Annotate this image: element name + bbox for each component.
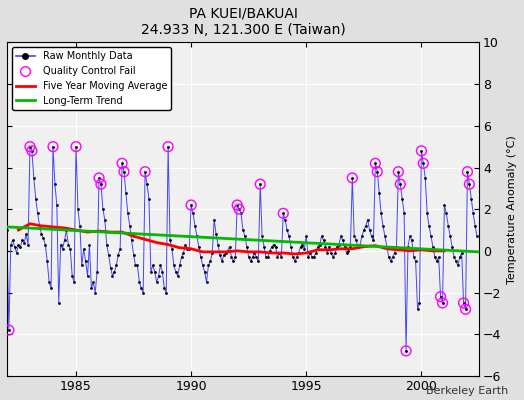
Point [436,294,445,300]
Title: PA KUEI/BAKUAI
24.933 N, 121.300 E (Taiwan): PA KUEI/BAKUAI 24.933 N, 121.300 E (Taiw… [140,7,345,37]
Point [348,175,356,181]
Point [118,160,126,166]
Point [463,168,472,175]
Point [373,168,381,175]
Point [438,300,446,306]
Point [461,306,470,312]
Point [141,168,149,175]
Point [402,348,410,354]
Point [187,202,195,208]
Text: Berkeley Earth: Berkeley Earth [426,386,508,396]
Point [394,168,402,175]
Point [95,175,103,181]
Point [417,148,425,154]
Point [164,144,172,150]
Point [256,181,265,187]
Point [279,210,288,216]
Point [371,160,379,166]
Point [465,181,474,187]
Point [28,148,36,154]
Point [419,160,428,166]
Legend: Raw Monthly Data, Quality Control Fail, Five Year Moving Average, Long-Term Tren: Raw Monthly Data, Quality Control Fail, … [12,47,171,110]
Point [396,181,405,187]
Point [5,327,13,333]
Point [235,206,243,212]
Point [49,144,57,150]
Point [97,181,105,187]
Point [72,144,80,150]
Point [120,168,128,175]
Point [233,202,242,208]
Point [26,144,34,150]
Point [460,300,468,306]
Y-axis label: Temperature Anomaly (°C): Temperature Anomaly (°C) [507,135,517,284]
